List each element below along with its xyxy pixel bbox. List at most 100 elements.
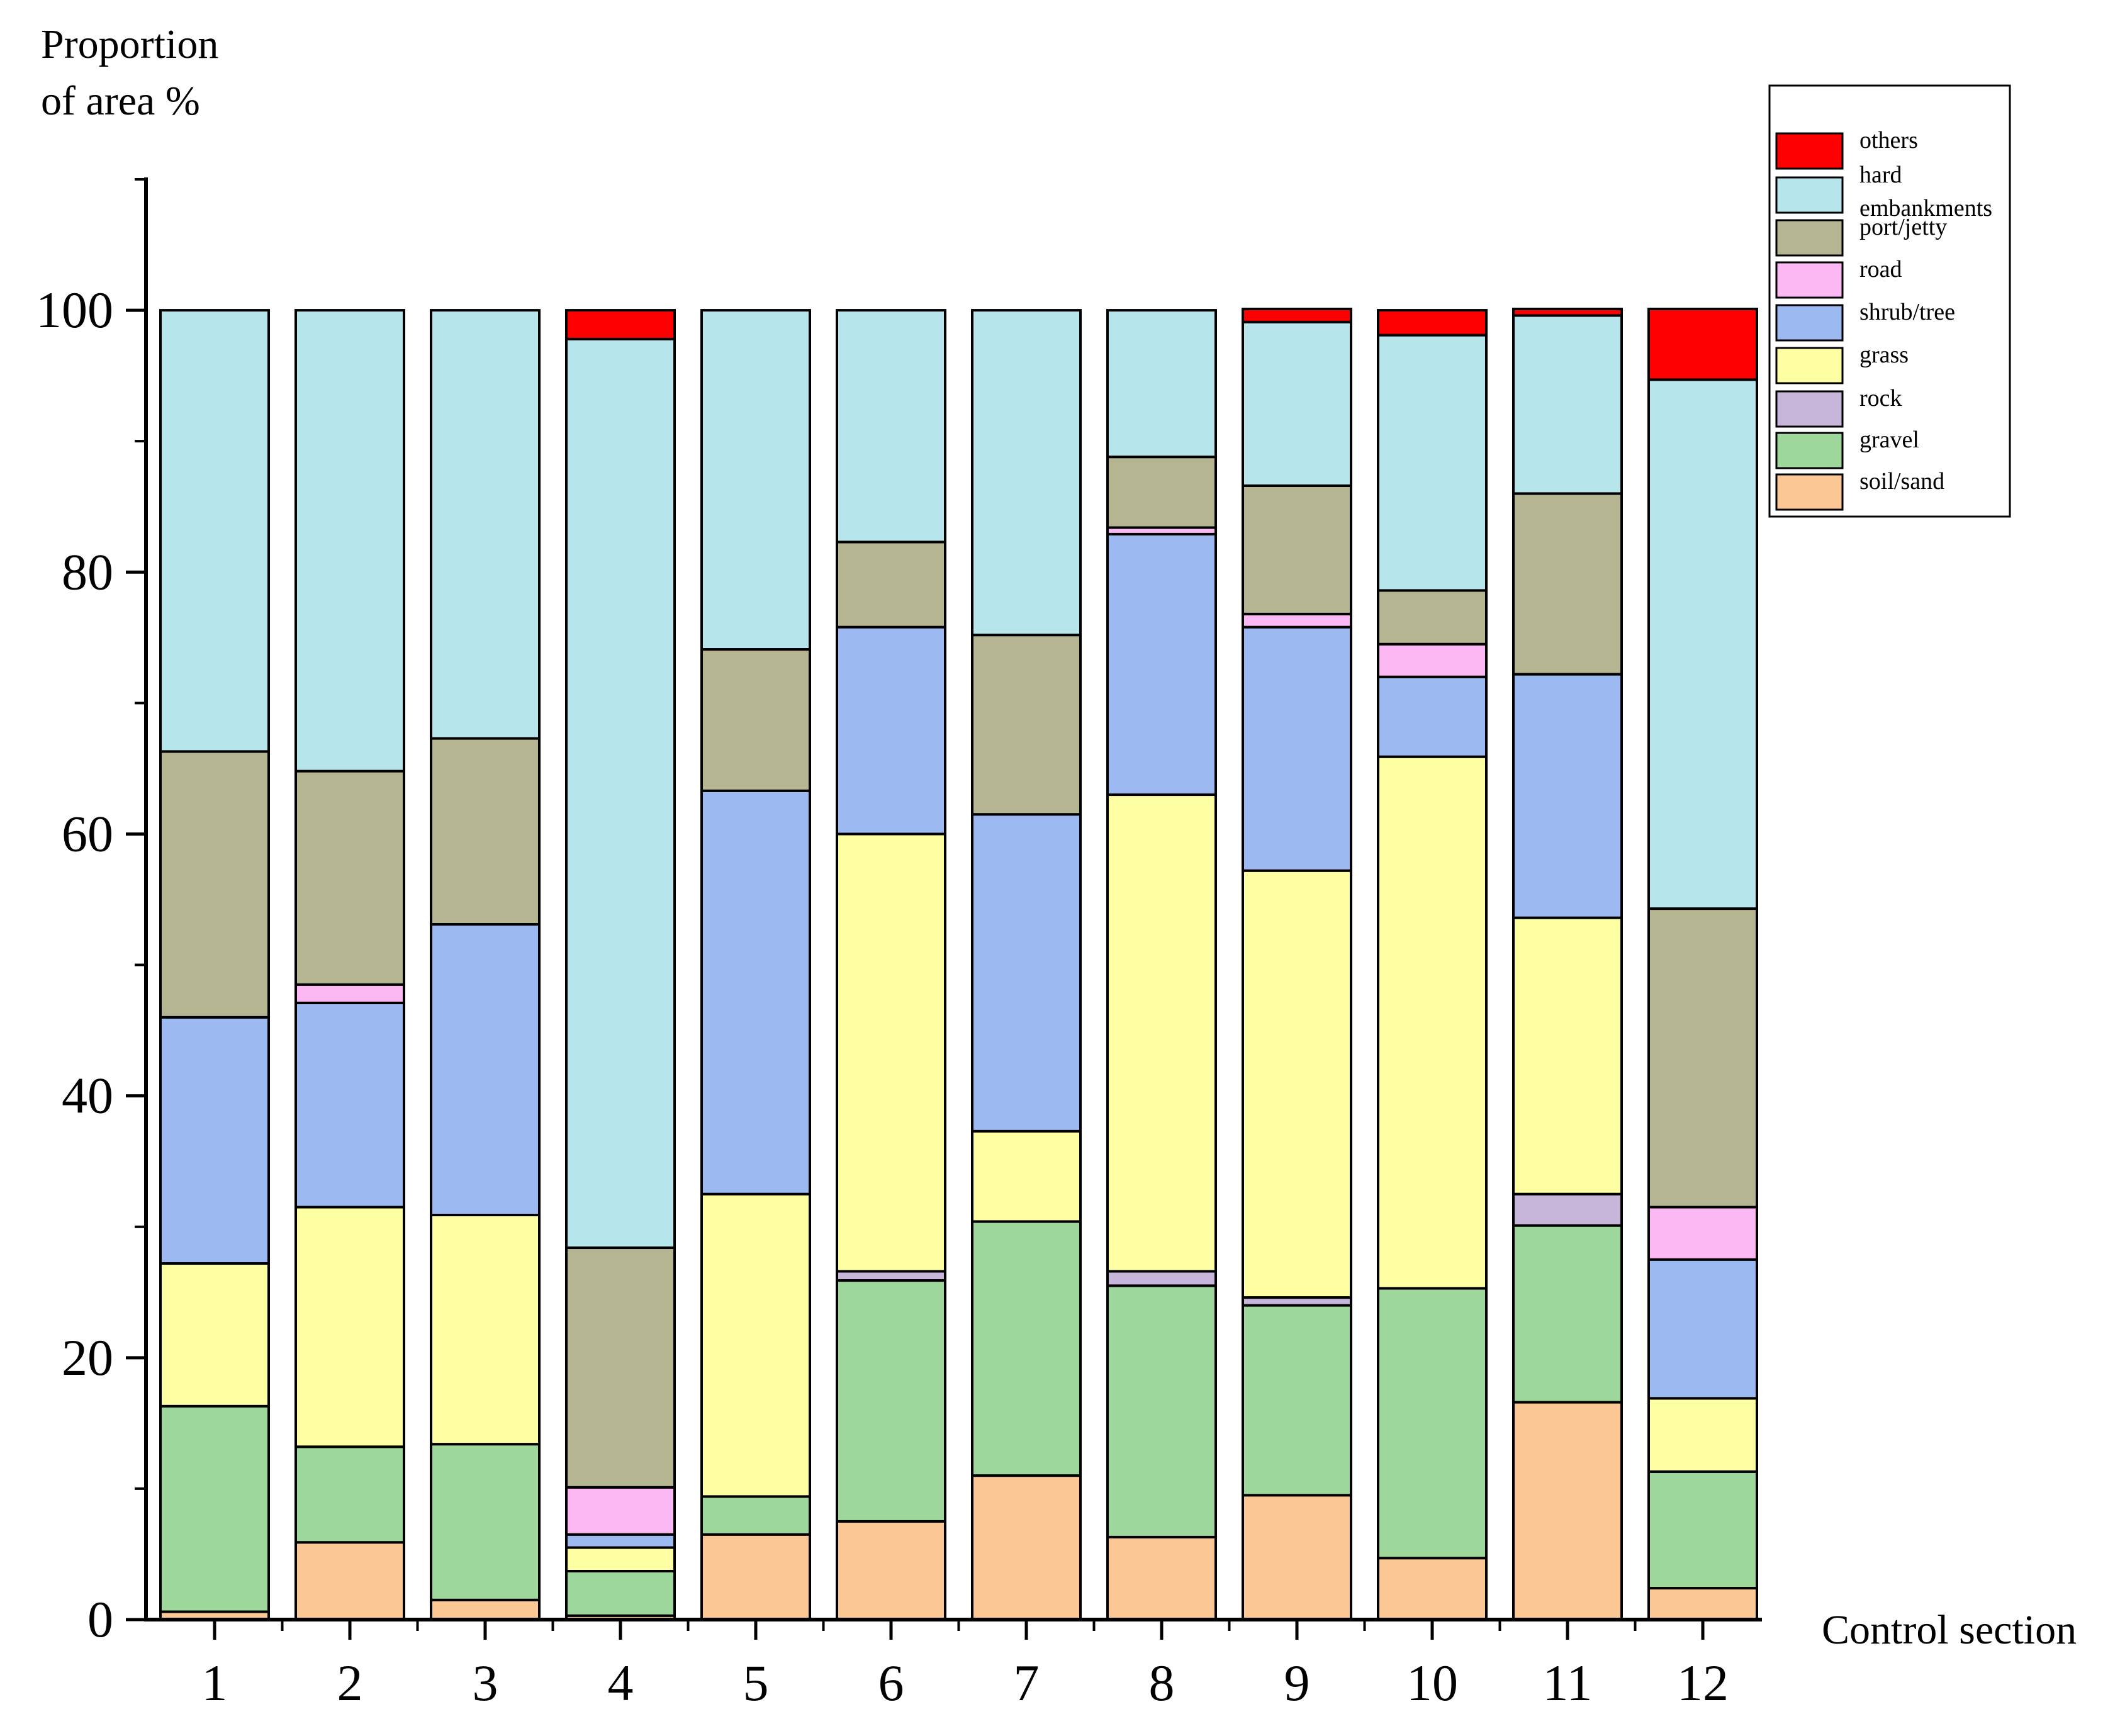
bar-segment-grass-4 (565, 1546, 676, 1573)
bar-stack-1 (159, 309, 270, 1621)
bar-segment-shrub-tree-9 (1242, 625, 1352, 872)
bar-segment-rock-6 (836, 1270, 946, 1282)
bar-segment-hard-embankments-5 (700, 309, 811, 651)
bar-stack-3 (430, 309, 541, 1621)
bar-segment-port-jetty-8 (1106, 456, 1217, 529)
y-tick-label: 0 (87, 1591, 113, 1648)
bar-segment-port-jetty-1 (159, 750, 270, 1019)
bar-segment-gravel-7 (971, 1220, 1082, 1477)
legend-label: gravel (1859, 427, 1919, 453)
legend-label: shrub/tree (1859, 299, 1955, 325)
bar-segment-soil-sand-5 (700, 1533, 811, 1621)
legend-label: others (1859, 127, 1918, 154)
bar-segment-soil-sand-7 (971, 1474, 1082, 1621)
x-tick-label-10: 10 (1406, 1654, 1458, 1711)
bar-segment-gravel-4 (565, 1570, 676, 1617)
bar-segment-hard-embankments-6 (836, 309, 946, 544)
x-tick-label-11: 11 (1543, 1654, 1593, 1711)
bar-segment-shrub-tree-1 (159, 1016, 270, 1265)
bar-segment-grass-5 (700, 1192, 811, 1498)
legend-item-rock: rock (1775, 385, 1902, 428)
bar-segment-grass-3 (430, 1213, 541, 1446)
bar-segment-road-9 (1242, 612, 1352, 629)
bar-segment-port-jetty-10 (1377, 589, 1488, 646)
bar-segment-road-12 (1647, 1206, 1758, 1261)
bar-segment-hard-embankments-9 (1242, 320, 1352, 487)
bar-segment-soil-sand-10 (1377, 1557, 1488, 1621)
bar-segment-grass-12 (1647, 1397, 1758, 1473)
bar-segment-port-jetty-6 (836, 540, 946, 629)
bar-stack-2 (294, 309, 405, 1621)
bar-segment-port-jetty-9 (1242, 484, 1352, 615)
y-axis-title-line: Proportion (41, 21, 218, 67)
bar-segment-shrub-tree-3 (430, 923, 541, 1216)
bar-segment-grass-2 (294, 1206, 405, 1448)
bar-segment-shrub-tree-8 (1106, 532, 1217, 797)
bar-segment-port-jetty-7 (971, 634, 1082, 816)
x-tick-label-8: 8 (1149, 1654, 1175, 1711)
bar-segment-soil-sand-2 (294, 1541, 405, 1621)
bar-segment-soil-sand-11 (1512, 1401, 1623, 1621)
bar-segment-hard-embankments-10 (1377, 333, 1488, 592)
bar-stack-8 (1106, 309, 1217, 1621)
x-tick-label-12: 12 (1677, 1654, 1729, 1711)
legend-item-shrub-tree: shrub/tree (1775, 299, 1955, 342)
bar-segment-gravel-12 (1647, 1470, 1758, 1590)
legend-swatch (1775, 432, 1844, 469)
bar-segment-soil-sand-3 (430, 1598, 541, 1621)
bar-segment-gravel-8 (1106, 1284, 1217, 1538)
bar-segment-gravel-6 (836, 1279, 946, 1523)
x-tick-label-5: 5 (743, 1654, 769, 1711)
legend-swatch (1775, 304, 1844, 342)
y-tick-label: 20 (62, 1329, 113, 1386)
bar-segment-soil-sand-12 (1647, 1587, 1758, 1621)
bar-segment-port-jetty-3 (430, 737, 541, 926)
bar-segment-gravel-2 (294, 1445, 405, 1544)
bar-segment-hard-embankments-3 (430, 309, 541, 740)
bar-segment-soil-sand-6 (836, 1520, 946, 1621)
legend-swatch (1775, 176, 1844, 214)
bar-segment-grass-8 (1106, 793, 1217, 1273)
bar-segment-shrub-tree-11 (1512, 673, 1623, 919)
bar-segment-rock-8 (1106, 1270, 1217, 1287)
legend-label-line: hard (1859, 162, 1902, 188)
bar-segment-grass-11 (1512, 916, 1623, 1196)
bar-segment-gravel-11 (1512, 1224, 1623, 1404)
legend-item-grass: grass (1775, 342, 1909, 384)
bar-segment-grass-9 (1242, 869, 1352, 1299)
bar-segment-shrub-tree-4 (565, 1533, 676, 1549)
bar-stack-5 (700, 309, 811, 1621)
legend-swatch (1775, 347, 1844, 384)
bar-segment-rock-11 (1512, 1192, 1623, 1227)
legend-label: road (1859, 256, 1902, 283)
legend-label: grass (1859, 342, 1909, 368)
y-tick-label: 40 (62, 1067, 113, 1124)
bar-stack-7 (971, 309, 1082, 1621)
x-tick-label-4: 4 (608, 1654, 634, 1711)
bar-segment-road-10 (1377, 642, 1488, 678)
bar-segment-hard-embankments-11 (1512, 314, 1623, 495)
bar-segment-others-10 (1377, 309, 1488, 337)
bar-segment-port-jetty-4 (565, 1246, 676, 1489)
bar-stack-4 (565, 309, 676, 1621)
bar-segment-grass-1 (159, 1262, 270, 1408)
bar-segment-shrub-tree-5 (700, 789, 811, 1196)
bar-segment-shrub-tree-12 (1647, 1258, 1758, 1400)
legend-item-hard-embankments: hard embankments (1775, 162, 1992, 221)
bar-segment-road-2 (294, 983, 405, 1004)
legend-swatch (1775, 132, 1844, 170)
bars-layer (159, 308, 1758, 1621)
y-axis-title-line: of area % (41, 78, 200, 124)
bar-segment-shrub-tree-7 (971, 813, 1082, 1133)
bar-segment-port-jetty-12 (1647, 907, 1758, 1209)
bar-segment-gravel-5 (700, 1495, 811, 1536)
bar-segment-port-jetty-5 (700, 648, 811, 792)
bar-segment-shrub-tree-6 (836, 625, 946, 836)
x-tick-label-1: 1 (202, 1654, 228, 1711)
bar-segment-others-11 (1512, 308, 1623, 317)
y-tick-label: 60 (62, 805, 113, 862)
